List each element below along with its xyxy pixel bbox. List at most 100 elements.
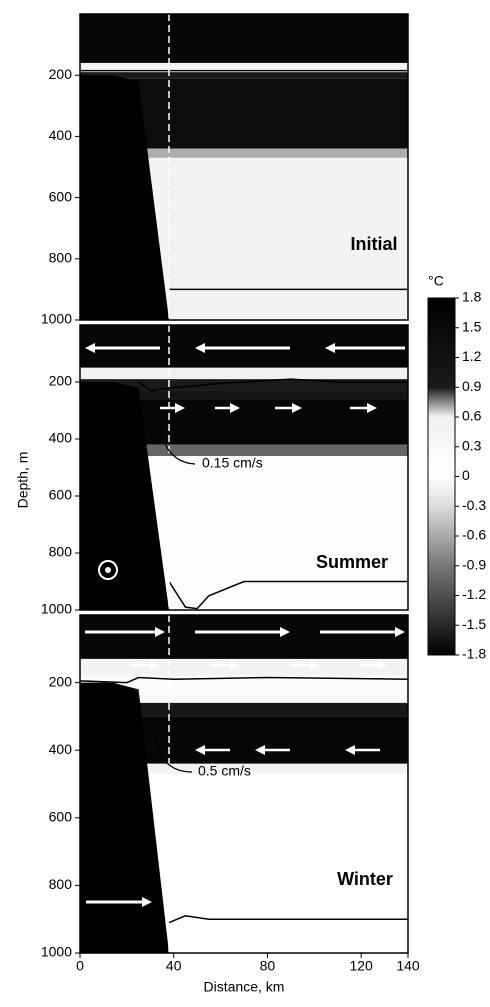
x-tick-label: 0: [76, 958, 84, 974]
colorbar-title: °C: [428, 273, 444, 289]
colorbar-tick-label: -1.5: [462, 616, 486, 632]
panel-frame: [79, 13, 409, 321]
y-tick-label: 600: [49, 487, 73, 503]
wind-label: Wind: [91, 874, 130, 891]
flow-arrow: [290, 660, 320, 670]
topography: [80, 382, 170, 610]
y-tick-label: 200: [49, 673, 73, 689]
y-tick-label: 400: [49, 127, 73, 143]
arrow-head: [195, 745, 205, 755]
colorbar-tick-label: 1.2: [462, 348, 482, 364]
y-tick-label: 400: [49, 741, 73, 757]
temperature-layer: [80, 615, 408, 659]
y-tick-label: 1000: [41, 944, 72, 960]
arrow-head: [175, 403, 185, 413]
flow-arrow: [255, 745, 290, 755]
temperature-layer: [80, 72, 408, 79]
flow-arrow: [345, 745, 380, 755]
panel-title: Initial: [350, 234, 397, 254]
temperature-layer: [80, 763, 408, 774]
temperature-layer: [80, 444, 408, 457]
x-axis-label: Distance, km: [204, 979, 285, 995]
flow-arrow: [130, 660, 160, 670]
annotation: 0.15 cm/s: [202, 455, 263, 471]
arrow-head: [377, 660, 387, 670]
arrow-head: [280, 627, 290, 637]
colorbar-tick-label: -0.9: [462, 556, 486, 572]
flow-arrow: [320, 627, 405, 637]
panel-frame: [79, 614, 409, 954]
colorbar-tick-label: 0.6: [462, 408, 482, 424]
panel-frame: [79, 324, 409, 611]
colorbar-tick-label: -1.2: [462, 586, 486, 602]
temperature-layer: [80, 62, 408, 68]
colorbar-tick-label: -0.3: [462, 497, 486, 513]
arrow-head: [155, 627, 165, 637]
arrow-head: [292, 403, 302, 413]
flow-arrow: [325, 343, 405, 353]
topography: [80, 682, 170, 953]
x-tick-label: 140: [396, 958, 420, 974]
y-tick-label: 1000: [41, 601, 72, 617]
wind-symbol-dot: [105, 567, 111, 573]
flow-arrow: [85, 627, 165, 637]
temperature-layer: [80, 325, 408, 368]
y-tick-label: 800: [49, 250, 73, 266]
y-tick-label: 600: [49, 188, 73, 204]
flow-arrow: [195, 745, 230, 755]
y-tick-label: 400: [49, 430, 73, 446]
panel-title: Winter: [337, 869, 393, 889]
flow-arrow: [275, 403, 302, 413]
x-tick-label: 40: [166, 958, 182, 974]
arrow-head: [230, 660, 240, 670]
y-tick-label: 1000: [41, 311, 72, 327]
temperature-layer: [80, 702, 408, 717]
contour-line: [79, 676, 409, 684]
arrow-head: [310, 660, 320, 670]
temperature-layer: [80, 67, 408, 73]
arrow-head: [230, 403, 240, 413]
colorbar-tick-label: 1.8: [462, 289, 482, 305]
colorbar: [427, 297, 456, 656]
x-tick-label: 120: [349, 958, 373, 974]
y-tick-label: 600: [49, 809, 73, 825]
leader-line: [154, 734, 193, 773]
arrow-head: [195, 343, 205, 353]
arrow-head: [345, 745, 355, 755]
arrow-head: [150, 660, 160, 670]
colorbar-tick-label: -1.8: [462, 646, 486, 662]
flow-arrow: [160, 403, 185, 413]
temperature-layer: [80, 367, 408, 380]
wind-label: Wind: [89, 534, 128, 551]
flow-arrow: [350, 403, 377, 413]
y-tick-label: 800: [49, 876, 73, 892]
colorbar-tick-label: -0.6: [462, 527, 486, 543]
temperature-layer: [80, 148, 408, 158]
arrow-head: [367, 403, 377, 413]
y-axis-label: Depth, m: [15, 452, 31, 509]
y-tick-label: 200: [49, 373, 73, 389]
contour-line: [138, 378, 408, 392]
flow-arrow: [195, 343, 290, 353]
annotation: 0.5 cm/s: [198, 763, 251, 779]
leader-line: [159, 424, 196, 465]
flow-arrow: [210, 660, 240, 670]
flow-arrow: [86, 897, 152, 907]
temperature-layer: [80, 390, 408, 400]
arrow-head: [325, 343, 335, 353]
flow-arrow: [360, 660, 387, 670]
arrow-head: [142, 897, 152, 907]
contour-line: [168, 915, 408, 924]
contour-line: [168, 580, 408, 610]
x-tick-label: 80: [260, 958, 276, 974]
colorbar-tick-label: 0.9: [462, 378, 482, 394]
y-tick-label: 800: [49, 544, 73, 560]
panel-title: Summer: [316, 552, 388, 572]
flow-arrow: [85, 343, 160, 353]
arrow-head: [255, 745, 265, 755]
wind-symbol: [98, 560, 118, 580]
colorbar-tick-label: 0: [462, 467, 470, 483]
y-tick-label: 200: [49, 66, 73, 82]
temperature-layer: [80, 658, 408, 676]
